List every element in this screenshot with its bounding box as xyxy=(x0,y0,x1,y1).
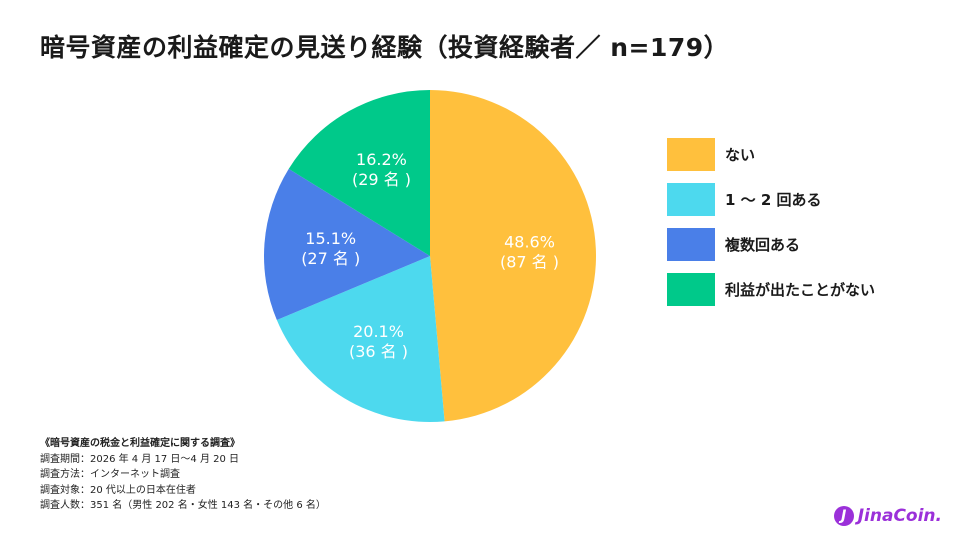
brand-logo: J JinaCoin. xyxy=(833,506,942,526)
slice-count-label: (87 名 ) xyxy=(500,253,559,272)
pie-slice xyxy=(276,256,445,422)
logo-icon: J xyxy=(833,506,854,526)
notes-line: 調査対象：20 代以上の日本在住者 xyxy=(40,484,196,496)
chart-title: 暗号資産の利益確定の見送り経験（投資経験者／ n=179） xyxy=(40,33,730,62)
slice-percent-label: 16.2% xyxy=(356,150,407,169)
legend-swatch xyxy=(667,273,715,306)
legend-label: 1 ～ 2 回ある xyxy=(725,191,822,209)
legend-swatch xyxy=(667,228,715,261)
chart-legend: ない 1 ～ 2 回ある 複数回ある 利益が出たことがない xyxy=(667,138,875,318)
legend-swatch xyxy=(667,183,715,216)
legend-label: 利益が出たことがない xyxy=(725,281,876,299)
legend-item: 複数回ある xyxy=(667,228,875,261)
legend-swatch xyxy=(667,138,715,171)
pie-slice xyxy=(288,89,430,256)
slice-count-label: (29 名 ) xyxy=(352,170,411,189)
legend-label: ない xyxy=(725,146,756,164)
pie-slice xyxy=(430,90,596,422)
legend-label: 複数回ある xyxy=(725,236,801,254)
legend-item: 1 ～ 2 回ある xyxy=(667,183,875,216)
pie-slice xyxy=(264,168,430,321)
slice-percent-label: 20.1% xyxy=(353,322,404,341)
logo-text: JinaCoin. xyxy=(857,506,942,526)
survey-notes: 《暗号資産の税金と利益確定に関する調査》 調査期間：2026 年 4 月 17 … xyxy=(40,436,326,514)
slice-count-label: (27 名 ) xyxy=(301,249,360,268)
slice-percent-label: 15.1% xyxy=(305,229,356,248)
legend-item: ない xyxy=(667,138,875,171)
legend-item: 利益が出たことがない xyxy=(667,273,875,306)
notes-line: 調査方法：インターネット調査 xyxy=(40,469,180,480)
notes-title: 《暗号資産の税金と利益確定に関する調査》 xyxy=(40,438,240,449)
notes-line: 調査人数：351 名（男性 202 名・女性 143 名・その他 6 名） xyxy=(40,500,326,511)
slice-percent-label: 48.6% xyxy=(504,233,555,252)
notes-line: 調査期間：2026 年 4 月 17 日〜4 月 20 日 xyxy=(40,453,240,465)
slice-count-label: (36 名 ) xyxy=(349,342,408,361)
